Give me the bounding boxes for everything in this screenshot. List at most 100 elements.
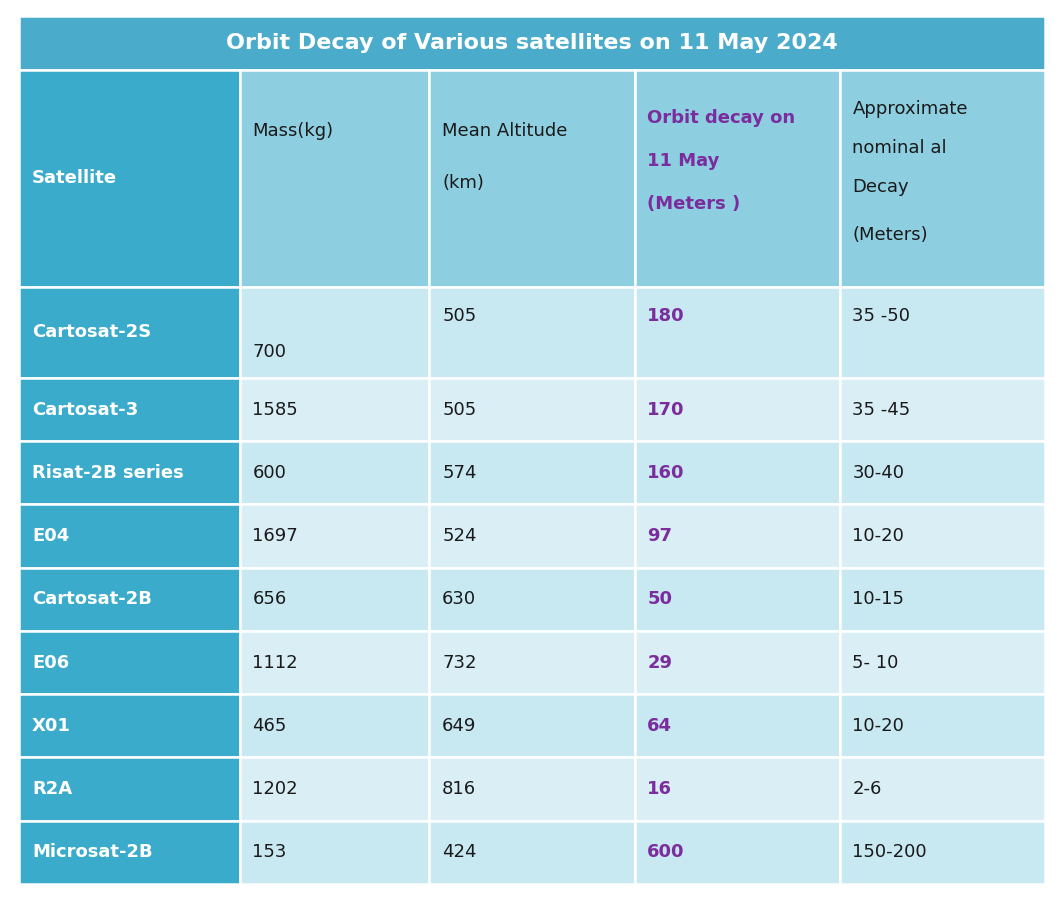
Text: 524: 524 bbox=[443, 527, 477, 545]
Text: (km): (km) bbox=[443, 174, 484, 192]
Text: 35 -50: 35 -50 bbox=[852, 307, 911, 325]
Text: 153: 153 bbox=[252, 843, 287, 861]
Bar bbox=[430, 441, 634, 504]
Bar bbox=[239, 631, 430, 694]
Bar bbox=[634, 694, 839, 757]
Bar bbox=[839, 287, 1045, 378]
Bar bbox=[634, 821, 839, 884]
Text: Microsat-2B: Microsat-2B bbox=[32, 843, 152, 861]
Bar bbox=[430, 821, 634, 884]
Text: E06: E06 bbox=[32, 653, 69, 671]
Bar bbox=[839, 821, 1045, 884]
Text: 1585: 1585 bbox=[252, 400, 298, 418]
Text: (Meters): (Meters) bbox=[852, 226, 928, 244]
Text: 35 -45: 35 -45 bbox=[852, 400, 911, 418]
Text: 180: 180 bbox=[647, 307, 685, 325]
Bar bbox=[239, 70, 430, 287]
Text: 64: 64 bbox=[647, 716, 672, 734]
Text: 465: 465 bbox=[252, 716, 287, 734]
Text: 29: 29 bbox=[647, 653, 672, 671]
Bar bbox=[634, 504, 839, 568]
Bar bbox=[839, 757, 1045, 821]
Bar bbox=[19, 441, 239, 504]
Bar bbox=[634, 287, 839, 378]
Text: 1202: 1202 bbox=[252, 780, 298, 798]
Text: 574: 574 bbox=[443, 464, 477, 482]
Text: 1697: 1697 bbox=[252, 527, 298, 545]
Bar bbox=[19, 757, 239, 821]
Text: 11 May: 11 May bbox=[647, 152, 719, 170]
Bar bbox=[839, 694, 1045, 757]
Text: 50: 50 bbox=[647, 590, 672, 608]
Bar bbox=[634, 757, 839, 821]
Text: 97: 97 bbox=[647, 527, 672, 545]
Bar bbox=[839, 631, 1045, 694]
Text: Satellite: Satellite bbox=[32, 169, 117, 187]
Text: 5- 10: 5- 10 bbox=[852, 653, 899, 671]
Text: 700: 700 bbox=[252, 344, 286, 362]
Text: 30-40: 30-40 bbox=[852, 464, 904, 482]
Bar bbox=[19, 70, 239, 287]
Bar bbox=[239, 441, 430, 504]
Bar bbox=[839, 441, 1045, 504]
Text: 150-200: 150-200 bbox=[852, 843, 927, 861]
Bar bbox=[839, 504, 1045, 568]
Bar bbox=[19, 568, 239, 631]
Bar bbox=[239, 378, 430, 441]
Bar bbox=[839, 378, 1045, 441]
Text: 1112: 1112 bbox=[252, 653, 298, 671]
Text: nominal al: nominal al bbox=[852, 140, 947, 158]
Bar bbox=[430, 70, 634, 287]
Bar bbox=[430, 694, 634, 757]
Text: E04: E04 bbox=[32, 527, 69, 545]
Bar bbox=[239, 821, 430, 884]
Bar bbox=[19, 287, 239, 378]
Text: 732: 732 bbox=[443, 653, 477, 671]
Text: 10-20: 10-20 bbox=[852, 527, 904, 545]
Text: 170: 170 bbox=[647, 400, 685, 418]
Bar bbox=[239, 694, 430, 757]
Bar bbox=[239, 757, 430, 821]
Text: Orbit decay on: Orbit decay on bbox=[647, 109, 796, 127]
Text: Decay: Decay bbox=[852, 178, 909, 196]
Text: Cartosat-3: Cartosat-3 bbox=[32, 400, 138, 418]
Text: 16: 16 bbox=[647, 780, 672, 798]
Bar bbox=[239, 568, 430, 631]
Text: Mean Altitude: Mean Altitude bbox=[443, 122, 567, 140]
Bar bbox=[430, 287, 634, 378]
Text: 10-15: 10-15 bbox=[852, 590, 904, 608]
Bar bbox=[19, 694, 239, 757]
Bar bbox=[19, 16, 1045, 70]
Bar bbox=[19, 821, 239, 884]
Bar bbox=[239, 504, 430, 568]
Text: 424: 424 bbox=[443, 843, 477, 861]
Text: Mass(kg): Mass(kg) bbox=[252, 122, 334, 140]
Bar bbox=[19, 378, 239, 441]
Bar bbox=[239, 287, 430, 378]
Bar bbox=[839, 568, 1045, 631]
Text: Risat-2B series: Risat-2B series bbox=[32, 464, 184, 482]
Bar bbox=[430, 757, 634, 821]
Text: Cartosat-2S: Cartosat-2S bbox=[32, 323, 151, 341]
Bar bbox=[634, 378, 839, 441]
Text: (Meters ): (Meters ) bbox=[647, 195, 741, 213]
Text: 505: 505 bbox=[443, 400, 477, 418]
Text: 10-20: 10-20 bbox=[852, 716, 904, 734]
Text: 2-6: 2-6 bbox=[852, 780, 882, 798]
Bar bbox=[430, 504, 634, 568]
Bar bbox=[430, 631, 634, 694]
Text: 160: 160 bbox=[647, 464, 685, 482]
Bar bbox=[634, 631, 839, 694]
Text: 505: 505 bbox=[443, 307, 477, 325]
Bar bbox=[430, 568, 634, 631]
Text: 600: 600 bbox=[252, 464, 286, 482]
Text: 816: 816 bbox=[443, 780, 477, 798]
Bar bbox=[430, 378, 634, 441]
Text: 630: 630 bbox=[443, 590, 477, 608]
Text: X01: X01 bbox=[32, 716, 71, 734]
Bar bbox=[634, 70, 839, 287]
Bar bbox=[19, 504, 239, 568]
Bar bbox=[634, 441, 839, 504]
Bar bbox=[634, 568, 839, 631]
Text: Approximate: Approximate bbox=[852, 100, 968, 118]
